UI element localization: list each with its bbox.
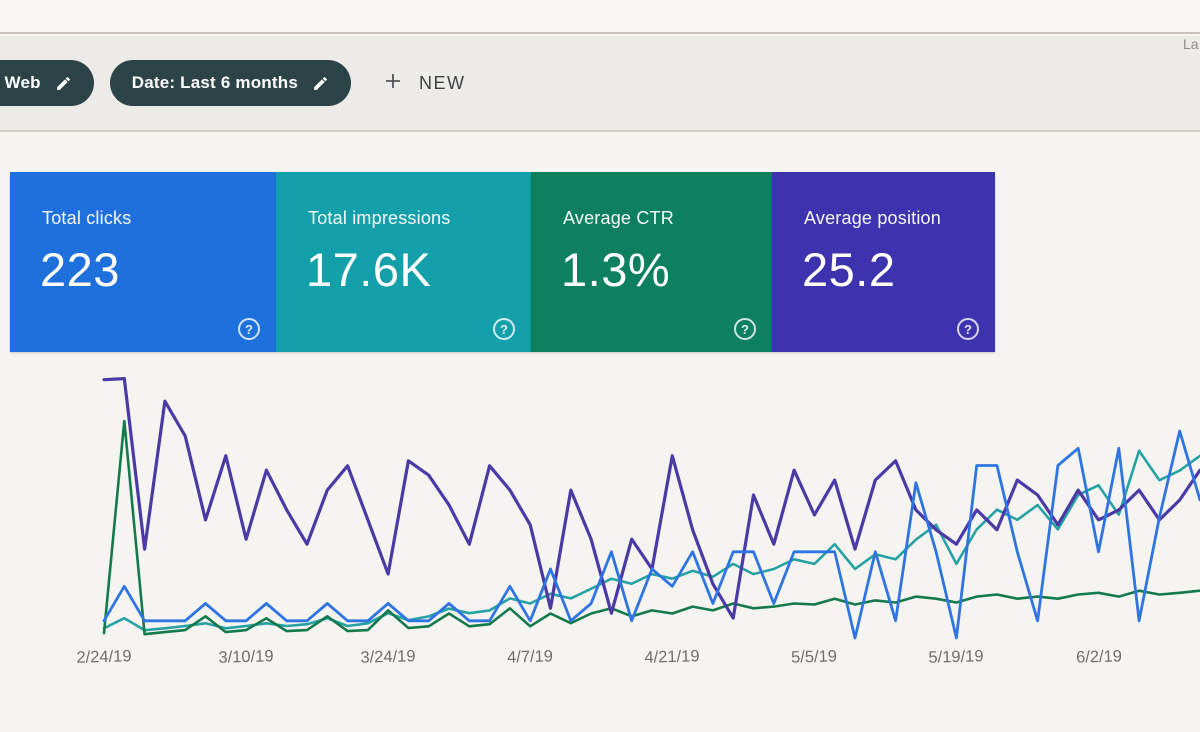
metric-value: 25.2 — [802, 243, 896, 296]
edit-pencil-icon[interactable] — [55, 75, 72, 92]
x-axis-tick-label: 4/7/19 — [507, 647, 554, 667]
help-icon[interactable]: ? — [957, 318, 979, 340]
x-axis-tick-label: 3/24/19 — [360, 647, 416, 667]
chip-label: Date: Last 6 months — [131, 73, 298, 92]
x-axis-tick-label: 5/5/19 — [791, 647, 838, 667]
chip-label: type: Web — [0, 73, 41, 92]
browser-top-strip — [0, 0, 1200, 34]
filter-toolbar: type: Web Date: Last 6 months NEW — [0, 36, 1200, 132]
help-icon[interactable]: ? — [734, 318, 756, 340]
help-icon[interactable]: ? — [493, 318, 515, 340]
edit-pencil-icon[interactable] — [312, 75, 329, 92]
metric-label: Average position — [804, 208, 941, 228]
x-axis-tick-label: 6/2/19 — [1075, 647, 1122, 667]
metric-label: Total impressions — [308, 208, 451, 228]
new-filter-button[interactable]: NEW — [381, 69, 466, 98]
x-axis-tick-label: 3/10/19 — [218, 647, 274, 667]
metric-card-total-impressions[interactable]: Total impressions 17.6K ? — [276, 172, 531, 352]
filter-chip-date[interactable]: Date: Last 6 months — [109, 60, 351, 106]
metric-value: 223 — [40, 243, 120, 296]
x-axis-tick-label: 5/19/19 — [928, 647, 985, 667]
metric-label: Average CTR — [563, 208, 674, 228]
metric-card-average-position[interactable]: Average position 25.2 ? — [772, 172, 995, 352]
new-button-label: NEW — [419, 72, 466, 93]
metric-card-total-clicks[interactable]: Total clicks 223 ? — [10, 172, 276, 352]
metric-card-average-ctr[interactable]: Average CTR 1.3% ? — [531, 172, 772, 352]
performance-chart[interactable] — [0, 352, 1200, 682]
metric-label: Total clicks — [42, 208, 132, 228]
filter-chip-search-type[interactable]: type: Web — [0, 60, 94, 106]
metric-cards-row: Total clicks 223 ? Total impressions 17.… — [0, 172, 1200, 352]
last-updated-partial-text: La — [1183, 36, 1199, 52]
x-axis-tick-label: 2/24/19 — [76, 647, 132, 667]
metric-value: 17.6K — [306, 243, 432, 296]
plus-icon — [381, 69, 405, 98]
metric-value: 1.3% — [561, 243, 671, 296]
x-axis-tick-label: 4/21/19 — [644, 647, 701, 667]
help-icon[interactable]: ? — [238, 318, 260, 340]
